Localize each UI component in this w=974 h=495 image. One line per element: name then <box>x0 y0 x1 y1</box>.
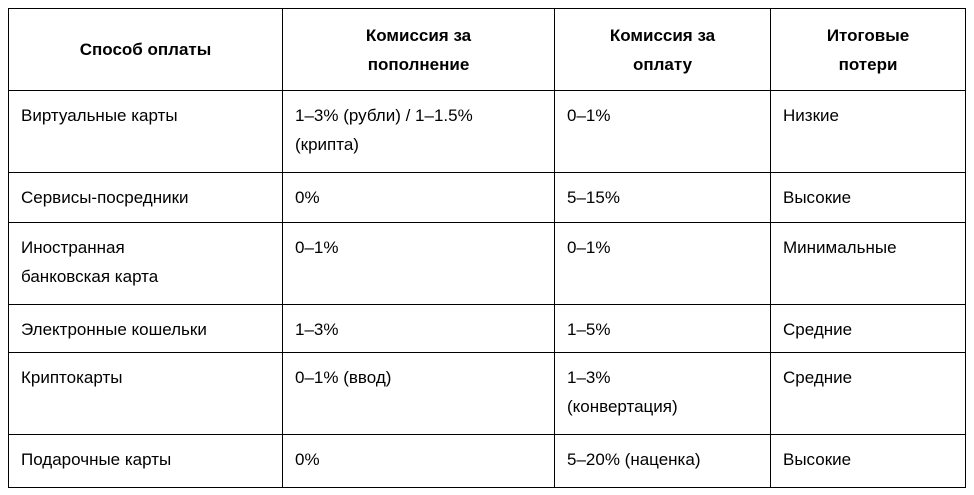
cell-line: банковская карта <box>21 267 159 286</box>
cell-line: 0–1% <box>567 106 611 125</box>
cell-line: (конвертация) <box>567 397 678 416</box>
table-cell: 0–1% <box>554 90 771 173</box>
table-cell: 1–3% (конвертация) <box>554 352 771 435</box>
cell-line: Электронные кошельки <box>21 320 207 339</box>
cell-line: Низкие <box>783 106 839 125</box>
table-row: Виртуальные карты 1–3% (рубли) / 1–1.5% (к… <box>8 90 966 173</box>
cell-line: пополнение <box>367 54 470 74</box>
table-cell: 0–1% <box>554 222 771 305</box>
table-cell: 0% <box>282 434 555 488</box>
cell-line: 0–1% (ввод) <box>295 368 392 387</box>
table-header: Способ оплаты Комиссия за пополнение Комисс… <box>8 8 966 91</box>
table-cell: Средние <box>770 352 966 435</box>
table-cell: Высокие <box>770 434 966 488</box>
cell-line: (крипта) <box>295 135 359 154</box>
cell-line: потери <box>838 54 898 74</box>
cell-line: 1–3% (рубли) / 1–1.5% <box>295 106 473 125</box>
cell-line: Способ оплаты <box>79 40 212 59</box>
cell-line: 0–1% <box>567 238 611 257</box>
cell-line: оплату <box>632 54 693 74</box>
cell-line: 0–1% <box>295 238 339 257</box>
cell-line: Криптокарты <box>21 368 123 387</box>
table-cell: Средние <box>770 304 966 353</box>
cell-line: Виртуальные карты <box>21 106 178 125</box>
table-row: Подарочные карты 0% 5–20% (наценка) Высокие <box>8 434 966 488</box>
cell-line: Средние <box>783 368 853 387</box>
table-cell: 0–1% <box>282 222 555 305</box>
cell-line: Высокие <box>783 188 852 207</box>
table-cell: 0% <box>282 172 555 223</box>
table-cell: 1–3% <box>282 304 555 353</box>
table-cell: 0–1% (ввод) <box>282 352 555 435</box>
cell-line: Подарочные карты <box>21 450 172 469</box>
table-row: Иностранная банковская карта 0–1% 0–1% Миним… <box>8 222 966 305</box>
table-row: Электронные кошельки 1–3% 1–5% Средние <box>8 304 966 353</box>
table-cell: Минимальные <box>770 222 966 305</box>
cell-line: Комиссия за <box>609 25 716 45</box>
cell-line: 5–15% <box>567 188 620 207</box>
header-cell: Комиссия за пополнение <box>282 8 555 91</box>
payment-table: Способ оплаты Комиссия за пополнение Комисс… <box>8 8 966 488</box>
cell-line: Иностранная <box>21 238 125 257</box>
cell-line: Средние <box>783 320 853 339</box>
cell-line: Сервисы-посредники <box>21 188 189 207</box>
table-cell: Электронные кошельки <box>8 304 283 353</box>
cell-line: 0% <box>295 450 320 469</box>
cell-line: 1–5% <box>567 320 611 339</box>
table-cell: 1–5% <box>554 304 771 353</box>
table-body: Виртуальные карты 1–3% (рубли) / 1–1.5% (к… <box>8 90 966 488</box>
cell-line: Комиссия за <box>365 25 472 45</box>
table-cell: Виртуальные карты <box>8 90 283 173</box>
header-cell: Комиссия за оплату <box>554 8 771 91</box>
table-cell: 5–20% (наценка) <box>554 434 771 488</box>
cell-line: Высокие <box>783 450 852 469</box>
cell-line: 1–3% <box>295 320 339 339</box>
table-cell: Высокие <box>770 172 966 223</box>
cell-line: 0% <box>295 188 320 207</box>
header-cell: Итоговые потери <box>770 8 966 91</box>
table-row: Криптокарты 0–1% (ввод) 1–3% (конвертация) С… <box>8 352 966 435</box>
table-cell: 5–15% <box>554 172 771 223</box>
cell-line: 1–3% <box>567 368 611 387</box>
table-cell: Криптокарты <box>8 352 283 435</box>
cell-line: 5–20% (наценка) <box>567 450 701 469</box>
table-cell: Иностранная банковская карта <box>8 222 283 305</box>
table-row: Сервисы-посредники 0% 5–15% Высокие <box>8 172 966 223</box>
cell-line: Минимальные <box>783 238 897 257</box>
header-cell: Способ оплаты <box>8 8 283 91</box>
table-cell: Низкие <box>770 90 966 173</box>
table-cell: Сервисы-посредники <box>8 172 283 223</box>
cell-line: Итоговые <box>826 25 910 45</box>
table-cell: Подарочные карты <box>8 434 283 488</box>
table-cell: 1–3% (рубли) / 1–1.5% (крипта) <box>282 90 555 173</box>
